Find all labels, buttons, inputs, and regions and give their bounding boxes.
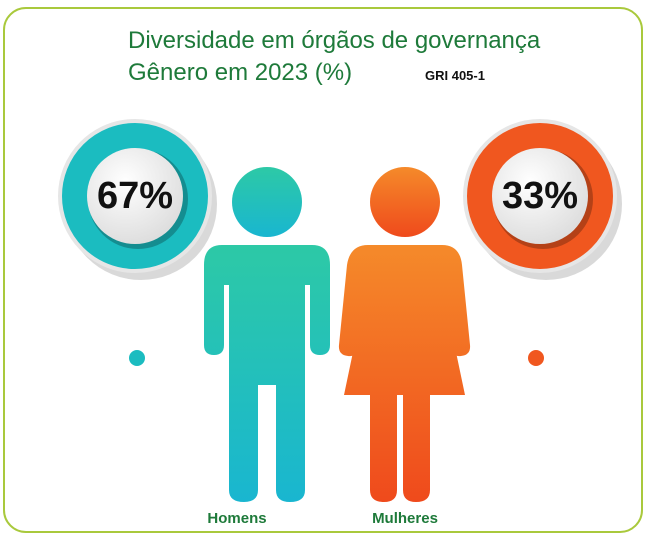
title: Diversidade em órgãos de governança — [128, 27, 541, 54]
category-label: Mulheres — [372, 510, 438, 527]
woman-figure — [338, 167, 471, 502]
value-label: 67% — [97, 175, 173, 217]
subtitle: Gênero em 2023 (%) — [128, 59, 352, 86]
category-label: Homens — [207, 510, 266, 527]
man-figure — [204, 167, 330, 502]
dot — [528, 350, 544, 366]
dot — [129, 350, 145, 366]
frame — [3, 7, 643, 533]
ring-inner — [87, 148, 183, 244]
annotation: GRI 405-1 — [425, 68, 485, 83]
ring-inner — [492, 148, 588, 244]
value-label: 33% — [502, 175, 578, 217]
